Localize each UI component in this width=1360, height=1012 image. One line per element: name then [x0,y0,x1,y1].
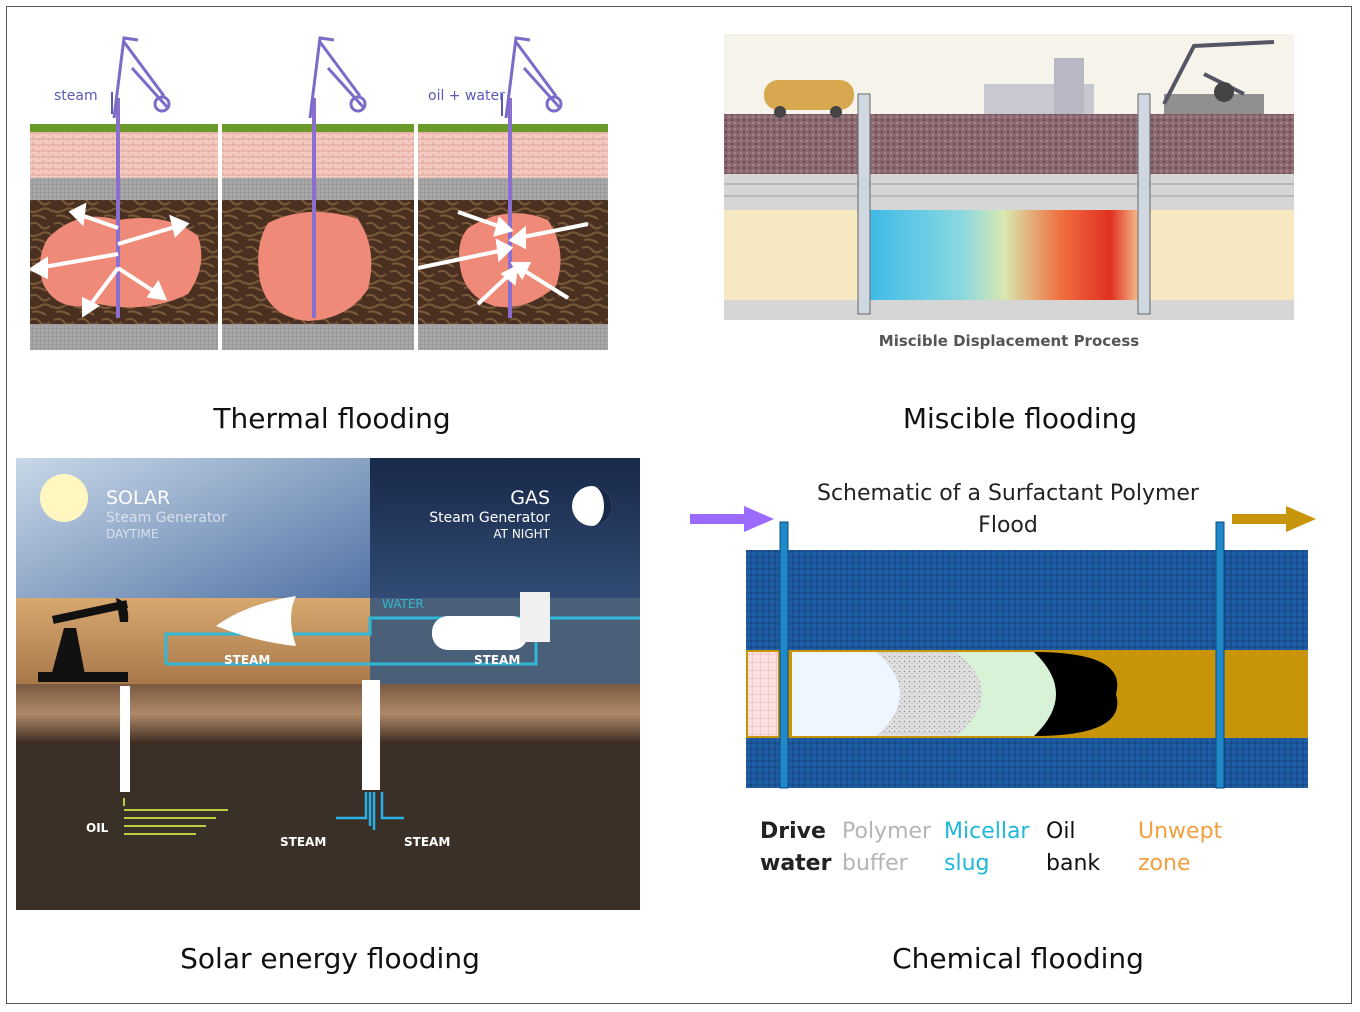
solar-collector [216,596,296,646]
legend-oil-bank-line2: bank [1046,851,1100,876]
gas-title: GAS [510,487,550,509]
steam-injection-arrows [336,792,404,830]
injection-well [779,521,789,789]
legend-unwept-zone-line2: zone [1138,851,1191,876]
surface-equipment [764,40,1275,118]
steam-label: steam [54,88,98,104]
thermal-flooding-diagram: steam oil + water [27,28,612,358]
flow-arrows [27,202,589,318]
gas-boiler [432,616,528,650]
thermal-column-soak [222,124,414,350]
gas-time: AT NIGHT [493,527,550,541]
legend-micellar-slug-line2: slug [944,851,989,876]
pump-jack-icon [38,598,129,682]
injection-well [362,680,380,790]
production-well [1215,521,1225,789]
legend-unwept-zone-line1: Unwept [1138,819,1223,844]
pump-jack-icon [112,36,563,119]
chemical-title-line2: Flood [978,513,1038,538]
steam-label-right: STEAM [474,653,520,667]
overburden-layer [724,114,1294,174]
caption-thermal: Thermal flooding [213,402,451,435]
solar-title: SOLAR [106,487,170,509]
inflow-arrow-icon [690,506,774,532]
well-pipe [116,98,120,318]
production-well [1137,93,1151,315]
chemical-legend: Drive water Polymer buffer Micellar slug… [760,819,1223,876]
caption-solar: Solar energy flooding [180,942,480,975]
production-well [120,686,130,792]
solar-flooding-diagram: SOLAR Steam Generator DAYTIME GAS Steam … [16,458,640,910]
oil-flow-lines [123,798,228,835]
chemical-title-line1: Schematic of a Surfactant Polymer [817,481,1200,506]
steam-label-bottom-right: STEAM [404,835,450,849]
solar-time: DAYTIME [106,527,158,541]
steam-label-left: STEAM [224,653,270,667]
sun-icon [40,474,88,522]
legend-drive-water-line2: water [760,851,832,876]
chemical-flooding-diagram: Schematic of a Surfactant Polymer Flood … [688,470,1328,900]
injection-well [857,93,871,315]
well-pipe [312,98,316,318]
lower-formation [746,738,1308,788]
water-label: WATER [382,597,424,611]
legend-drive-water-line1: Drive [760,819,826,844]
moon-icon [572,486,612,526]
legend-micellar-slug-line1: Micellar [944,819,1030,844]
steam-label-bottom-left: STEAM [280,835,326,849]
drive-water-zone [748,652,778,736]
miscible-title: Miscible Displacement Process [879,332,1139,350]
oil-bank-zone [1034,652,1118,736]
night-sky [370,458,640,618]
caption-chemical: Chemical flooding [892,942,1144,975]
legend-oil-bank-line1: Oil [1046,819,1076,844]
legend-polymer-buffer-line2: buffer [842,851,909,876]
oil-water-label: oil + water [428,88,505,104]
polymer-inner-zone [792,652,900,736]
caption-miscible: Miscible flooding [902,402,1138,435]
outflow-arrow-icon [1232,506,1316,532]
well-pipe [508,98,512,318]
thermal-column-injection [30,124,218,350]
legend-polymer-buffer-line1: Polymer [842,819,932,844]
miscible-flooding-diagram: Miscible Displacement Process [724,34,1294,358]
gas-subtitle: Steam Generator [429,510,550,526]
subsurface [16,744,640,910]
upper-formation [746,550,1308,650]
oil-label: OIL [86,821,109,835]
solar-subtitle: Steam Generator [106,510,227,526]
slide-frame [6,6,1352,1004]
miscible-front [864,210,1144,300]
